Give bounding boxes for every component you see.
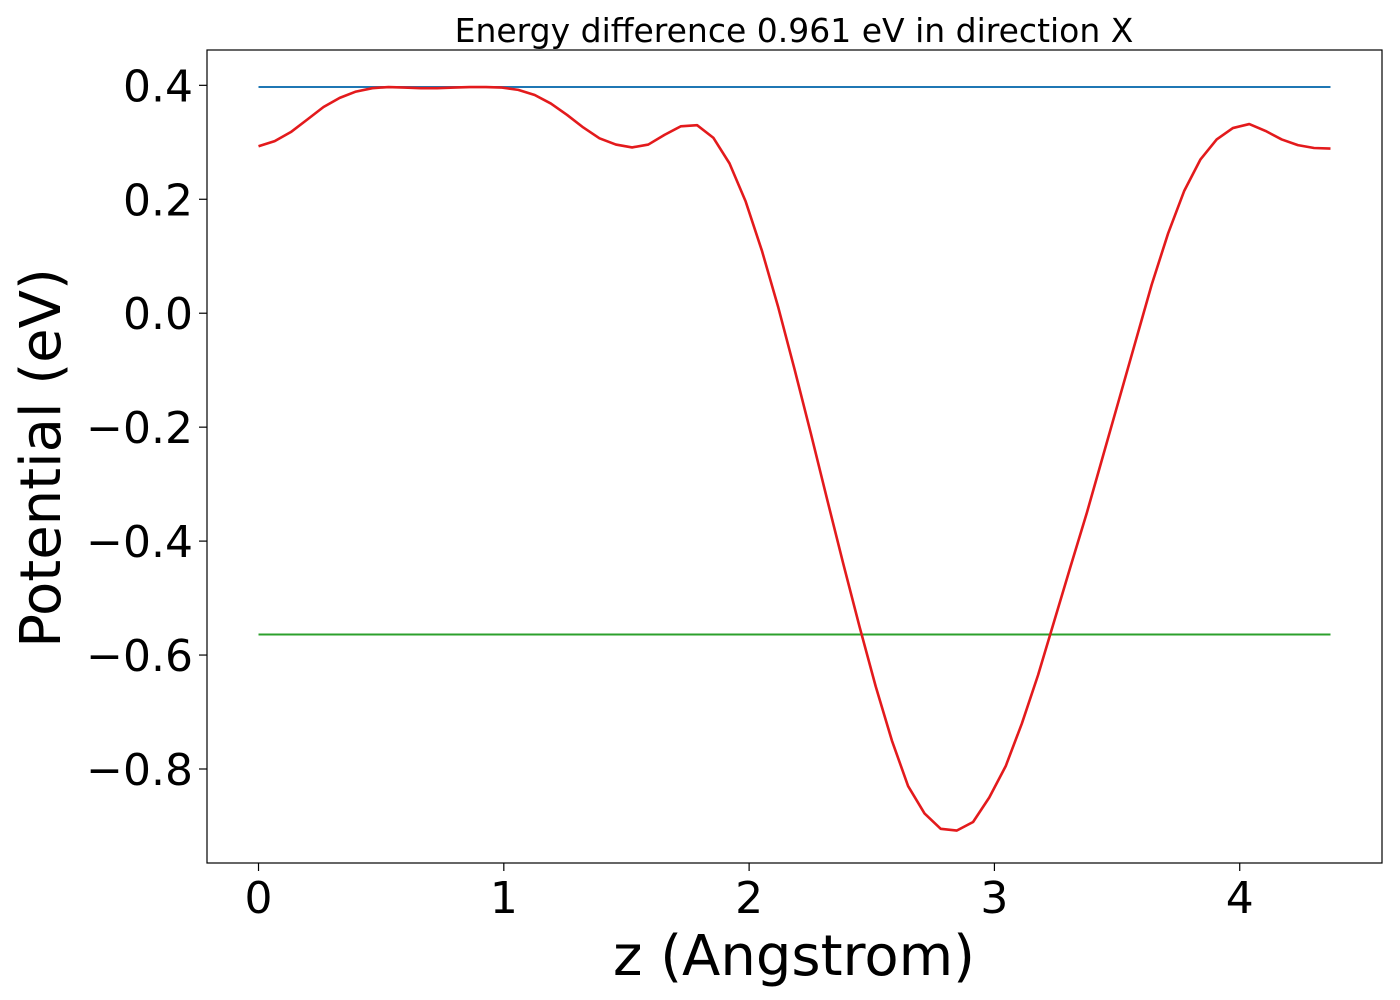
y-tick-label-0: 0.4 [123, 61, 193, 112]
x-tick-label-0: 0 [245, 873, 273, 924]
x-axis-ticks: 0 1 2 3 4 [245, 863, 1254, 924]
x-tick-label-3: 3 [980, 873, 1008, 924]
y-tick-label-1: 0.2 [123, 175, 193, 226]
y-axis-ticks: 0.4 0.2 0.0 −0.2 −0.4 −0.6 −0.8 [86, 61, 207, 796]
series-layer [258, 85, 1331, 832]
x-tick-label-1: 1 [490, 873, 518, 924]
chart-title: Energy difference 0.961 eV in direction … [455, 11, 1134, 50]
x-axis-label: z (Angstrom) [613, 924, 975, 989]
y-tick-label-5: −0.6 [86, 631, 193, 682]
y-axis-label: Potential (eV) [9, 268, 74, 648]
x-tick-label-2: 2 [735, 873, 763, 924]
x-tick-label-4: 4 [1226, 873, 1254, 924]
y-tick-label-6: −0.8 [86, 745, 193, 796]
y-tick-label-2: 0.0 [123, 289, 193, 340]
y-tick-label-4: −0.4 [86, 517, 193, 568]
series-line-2 [258, 85, 1331, 832]
y-tick-label-3: −0.2 [86, 403, 193, 454]
plot-area-frame [206, 49, 1383, 864]
